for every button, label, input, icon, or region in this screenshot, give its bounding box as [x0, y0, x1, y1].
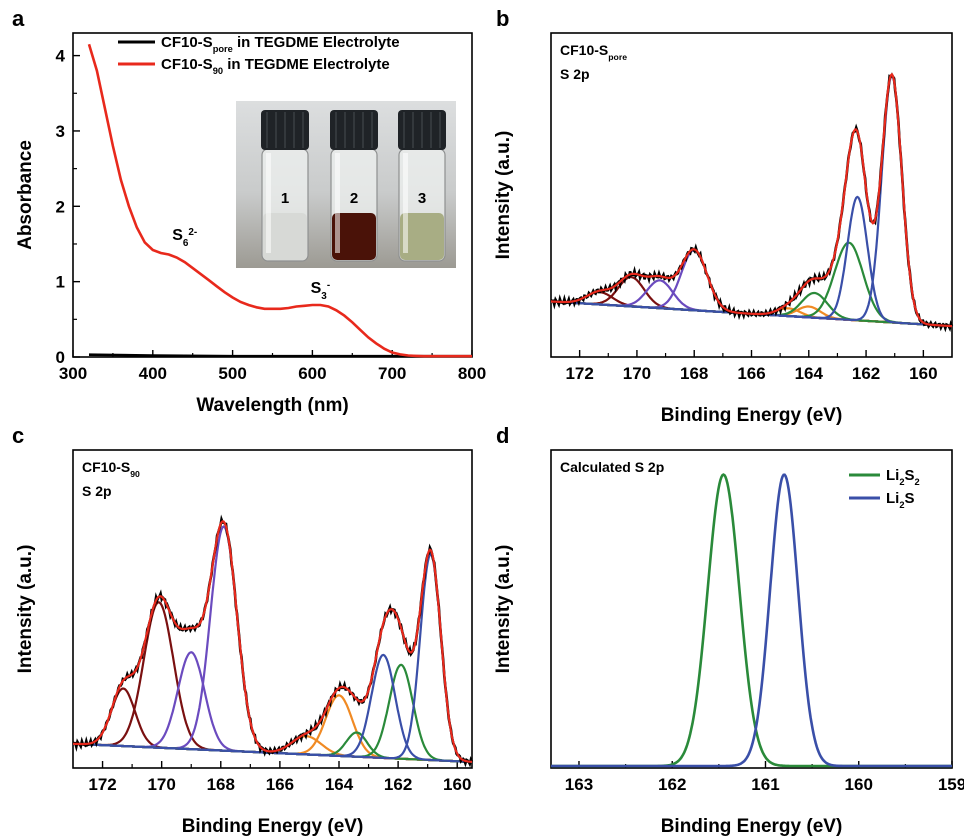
raw-data-line	[72, 514, 474, 768]
vial-glare	[403, 153, 408, 253]
x-axis-label: Binding Energy (eV)	[661, 405, 843, 426]
component-peak	[73, 525, 472, 763]
vial-glare	[335, 153, 340, 253]
component-peak	[551, 276, 952, 328]
y-tick-label: 3	[56, 122, 65, 141]
y-tick-label: 4	[56, 47, 66, 66]
y-axis-label: Intensity (a.u.)	[493, 131, 514, 260]
panel-letter: a	[12, 6, 25, 31]
y-axis-label: Intensity (a.u.)	[15, 545, 36, 674]
panel-c: c 172 170 168 166 164 162 160 Binding Energy (eV…	[12, 423, 474, 837]
vial-number: 1	[281, 190, 289, 207]
x-tick-label: 166	[737, 364, 765, 383]
y-tick-label: 2	[56, 197, 65, 216]
y-tick-label: 1	[56, 273, 65, 292]
raw-data-line	[550, 72, 954, 333]
series-line-1	[551, 473, 952, 768]
x-tick-label: 160	[909, 364, 937, 383]
component-peak	[73, 601, 472, 763]
vial-number: 3	[418, 190, 426, 207]
component-peak	[551, 195, 952, 328]
peak-annotation: S62-	[172, 227, 197, 249]
x-tick-label: 164	[325, 775, 354, 794]
vial: 3	[398, 110, 446, 262]
x-tick-label: 160	[845, 775, 873, 794]
panel-b: b 172 170 168 166 164 162 160 Binding Energy (eV…	[493, 6, 954, 426]
component-peak	[73, 553, 473, 763]
series-line-0	[551, 473, 952, 768]
x-tick-label: 166	[266, 775, 294, 794]
plot-frame	[550, 32, 953, 358]
x-tick-label: 700	[378, 364, 406, 383]
vial-liquid	[263, 213, 307, 260]
legend-label: Li2S	[886, 490, 915, 510]
vial-number: 2	[350, 190, 358, 207]
component-peak	[73, 735, 472, 763]
x-tick-label: 168	[207, 775, 235, 794]
x-tick-label: 600	[298, 364, 326, 383]
x-tick-label: 172	[565, 364, 593, 383]
inset-photo: 1 2 3	[236, 101, 456, 268]
x-tick-label: 161	[751, 775, 779, 794]
vial-glare	[266, 153, 271, 253]
x-tick-label: 164	[795, 364, 824, 383]
panel-core-level-label: S 2p	[560, 66, 590, 82]
fit-envelope-line	[550, 72, 952, 328]
panel-a: a 300 400 500 600 700 800 Wavelength (nm) Absorb…	[12, 6, 486, 416]
legend-label: Li2S2	[886, 467, 920, 487]
x-tick-label: 800	[458, 364, 486, 383]
panel-letter: b	[496, 6, 509, 31]
panel-sample-label: CF10-Spore	[560, 42, 627, 62]
x-tick-label: 163	[565, 775, 593, 794]
plot-frame	[550, 449, 953, 769]
panel-core-level-label: S 2p	[82, 483, 112, 499]
legend-label: CF10-S90 in TEGDME Electrolyte	[161, 56, 390, 76]
x-tick-label: 170	[623, 364, 651, 383]
vial-liquid	[332, 213, 376, 260]
panel-d: d 163 162 161 160 159 Binding Energy (eV) Inten…	[493, 423, 964, 837]
x-tick-label: 160	[443, 775, 471, 794]
panel-title: Calculated S 2p	[560, 459, 664, 475]
legend-label: CF10-Spore in TEGDME Electrolyte	[161, 34, 400, 54]
y-tick-label: 0	[56, 348, 65, 367]
series-line-1	[87, 43, 472, 358]
fit-envelope-line	[73, 520, 473, 763]
peak-annotation: S3-	[311, 279, 331, 301]
x-tick-label: 170	[147, 775, 175, 794]
vial: 1	[261, 110, 309, 262]
y-axis-label: Absorbance	[15, 140, 36, 250]
vial: 2	[330, 110, 378, 262]
x-tick-label: 168	[680, 364, 708, 383]
x-axis-label: Binding Energy (eV)	[182, 816, 364, 837]
x-tick-label: 162	[658, 775, 686, 794]
panel-sample-label: CF10-S90	[82, 459, 140, 479]
x-tick-label: 400	[139, 364, 167, 383]
panel-letter: c	[12, 423, 24, 448]
x-tick-label: 162	[852, 364, 880, 383]
x-axis-label: Binding Energy (eV)	[661, 816, 843, 837]
panel-letter: d	[496, 423, 509, 448]
x-axis-label: Wavelength (nm)	[196, 395, 348, 416]
y-axis-label: Intensity (a.u.)	[493, 545, 514, 674]
x-tick-label: 162	[384, 775, 412, 794]
x-tick-label: 300	[59, 364, 87, 383]
vial-liquid	[400, 213, 444, 260]
x-tick-label: 172	[88, 775, 116, 794]
x-tick-label: 159	[938, 775, 964, 794]
x-tick-label: 500	[218, 364, 246, 383]
plot-frame	[72, 449, 473, 769]
